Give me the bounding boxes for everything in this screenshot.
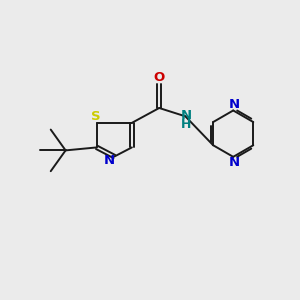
Text: H: H: [182, 118, 192, 131]
Text: N: N: [103, 154, 115, 166]
Text: N: N: [229, 156, 240, 169]
Text: N: N: [181, 109, 192, 122]
Text: N: N: [229, 98, 240, 111]
Text: S: S: [91, 110, 100, 123]
Text: O: O: [154, 71, 165, 84]
